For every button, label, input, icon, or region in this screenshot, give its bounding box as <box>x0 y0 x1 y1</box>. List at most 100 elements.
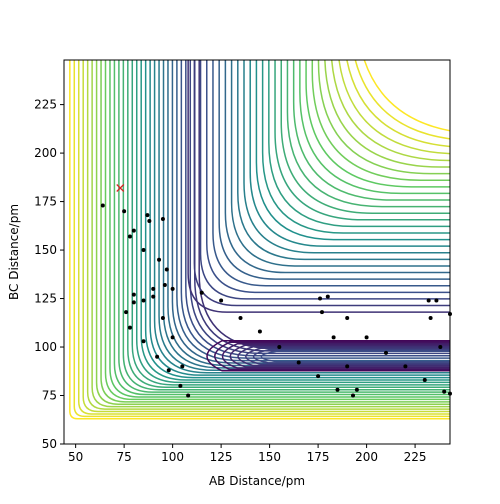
trajectory-point <box>383 350 388 355</box>
x-tick-label: 200 <box>355 450 378 464</box>
trajectory-point <box>448 391 452 396</box>
contour-line <box>193 60 450 307</box>
trajectory-point <box>164 267 169 272</box>
contour-line <box>206 60 450 294</box>
contour-line <box>299 60 450 195</box>
contour-line <box>245 347 450 365</box>
contour-line <box>214 341 450 371</box>
trajectory-point <box>422 378 427 382</box>
trajectory-point <box>160 315 165 320</box>
trajectory-point <box>166 368 171 373</box>
contour-line <box>73 60 450 418</box>
trajectory-point <box>335 387 340 392</box>
contour-line <box>280 60 450 214</box>
contour-line <box>171 60 450 364</box>
y-tick-label: 150 <box>34 243 57 257</box>
contour-line <box>199 60 450 300</box>
contour-line <box>317 60 450 175</box>
trajectory-point <box>151 286 156 291</box>
trajectory-point <box>434 298 439 303</box>
contour-line <box>260 350 450 363</box>
contour-line <box>104 60 450 401</box>
trajectory-point <box>277 345 282 350</box>
contour-line <box>252 348 450 364</box>
trajectory-point <box>131 300 136 305</box>
contour-line <box>346 60 450 148</box>
x-tick-label: 150 <box>258 450 281 464</box>
trajectory-point <box>141 339 146 344</box>
x-tick-label: 175 <box>307 450 330 464</box>
contour-line <box>229 344 450 368</box>
trajectory-point <box>127 325 132 330</box>
trajectory-point <box>319 310 324 315</box>
contour-line <box>224 60 450 274</box>
y-tick-label: 100 <box>34 340 57 354</box>
trajectory-point <box>160 217 165 222</box>
x-tick-label: 225 <box>404 450 427 464</box>
trajectory-point <box>345 315 350 320</box>
y-tick-label: 175 <box>34 195 57 209</box>
trajectory-point <box>364 335 369 340</box>
trajectory-point <box>351 393 356 398</box>
x-axis-label: AB Distance/pm <box>209 474 305 488</box>
trajectory-point <box>162 282 167 287</box>
trajectory-point <box>151 294 156 299</box>
trajectory-point <box>180 364 185 369</box>
contour-line <box>268 60 450 228</box>
contour-line <box>324 60 450 168</box>
trajectory-point <box>219 298 224 303</box>
contour-line <box>305 60 450 188</box>
trajectory-point <box>325 294 330 299</box>
trajectory-point <box>157 257 162 262</box>
contour-lines <box>69 60 450 420</box>
contour-line <box>249 60 450 247</box>
trajectory-point <box>127 234 132 239</box>
contour-line <box>331 60 450 162</box>
trajectory-point <box>296 360 301 365</box>
contour-line <box>193 60 450 352</box>
trajectory-point <box>318 296 323 301</box>
trajectory-point <box>170 286 175 291</box>
trajectory-point <box>316 374 321 379</box>
contour-line <box>162 60 450 369</box>
trajectory-point <box>170 335 175 340</box>
trajectory-point <box>124 310 129 315</box>
trajectory-point <box>131 292 136 297</box>
contour-line <box>180 60 450 359</box>
trajectory-point <box>448 312 452 317</box>
contour-line <box>135 60 450 384</box>
trajectory-point <box>199 290 204 295</box>
trajectory-point <box>428 315 433 320</box>
contour-line <box>230 60 450 267</box>
contour-line <box>218 60 450 280</box>
trajectory-point <box>403 364 408 369</box>
contour-line <box>237 345 450 367</box>
start-marker <box>116 184 125 192</box>
contour-line <box>187 60 450 313</box>
contour-line <box>100 60 450 403</box>
trajectory-point <box>100 203 105 208</box>
contour-line <box>140 60 450 381</box>
contour-line <box>311 60 450 181</box>
contour-line <box>243 60 450 254</box>
trajectory-point <box>238 315 243 320</box>
contour-line <box>237 60 450 261</box>
contour-line <box>113 60 450 396</box>
contour-line <box>292 60 450 201</box>
trajectory-point <box>331 335 336 340</box>
contour-line <box>82 60 450 413</box>
contour-line <box>69 60 450 420</box>
y-axis-label: BC Distance/pm <box>7 204 21 300</box>
contour-line <box>274 60 450 221</box>
contour-line <box>255 60 450 241</box>
trajectory-point <box>442 389 447 394</box>
trajectory-point <box>257 329 262 334</box>
y-tick-label: 200 <box>34 146 57 160</box>
contour-line <box>144 60 450 379</box>
contour-line <box>338 60 450 155</box>
y-tick-label: 75 <box>42 389 57 403</box>
trajectory-point <box>131 228 136 233</box>
trajectory-point <box>345 364 350 369</box>
x-tick-label: 125 <box>210 450 233 464</box>
